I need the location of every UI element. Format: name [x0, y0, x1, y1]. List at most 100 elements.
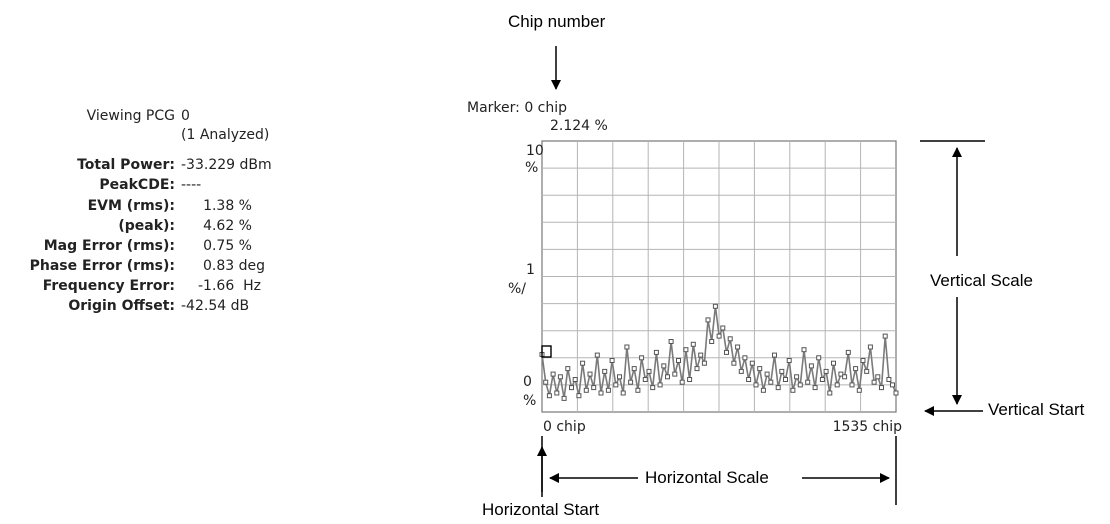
data-point	[893, 390, 899, 396]
data-point	[690, 341, 696, 347]
data-point	[827, 390, 833, 396]
data-point	[594, 352, 600, 358]
analyzed-count: (1 Analyzed)	[181, 127, 270, 143]
y-mid-unit: %/	[508, 281, 526, 297]
data-point	[617, 374, 622, 380]
data-point	[871, 379, 877, 385]
data-point	[842, 374, 848, 380]
peakcde-label: PeakCDE:	[99, 177, 175, 193]
data-point	[572, 377, 578, 382]
data-point	[775, 385, 781, 391]
vertical-scale-annotation: Vertical Scale	[930, 271, 1033, 290]
data-point	[683, 347, 689, 353]
vertical-start-annotation: Vertical Start	[988, 400, 1085, 419]
x-start-label: 0 chip	[543, 419, 586, 435]
grid	[542, 141, 896, 412]
y-top-value: 10	[526, 143, 544, 159]
evm-peak-value: 4.62 %	[203, 218, 252, 234]
x-end-label: 1535 chip	[833, 419, 903, 435]
data-point	[546, 393, 552, 399]
data-point	[860, 358, 866, 363]
data-point	[598, 390, 604, 396]
data-point	[890, 382, 895, 388]
data-point	[557, 374, 563, 380]
frequency-error-label: Frequency Error:	[42, 278, 175, 294]
phase-error-label: Phase Error (rms):	[29, 258, 175, 274]
data-point	[823, 368, 829, 374]
data-point	[665, 374, 670, 380]
data-point	[753, 382, 759, 388]
mag-error-value: 0.75 %	[203, 238, 252, 254]
data-point	[628, 379, 634, 385]
data-point	[742, 355, 748, 361]
total-power-label: Total Power:	[77, 157, 175, 173]
marker-box	[541, 345, 552, 358]
data-point	[698, 352, 704, 358]
data-point	[731, 360, 737, 366]
y-bottom-unit: %	[523, 393, 536, 409]
y-top-unit: %	[525, 160, 538, 176]
origin-offset-label: Origin Offset:	[68, 298, 175, 314]
horizontal-scale-annotation: Horizontal Scale	[645, 468, 769, 487]
data-point	[605, 387, 611, 393]
data-point	[580, 360, 586, 366]
data-point	[672, 371, 678, 377]
data-point	[724, 349, 729, 355]
data-point	[749, 360, 755, 366]
data-point	[808, 363, 814, 369]
data-point	[624, 344, 630, 350]
data-point	[694, 366, 700, 372]
data-point	[867, 344, 873, 350]
frequency-error-value: -1.66 Hz	[198, 278, 261, 294]
origin-offset-value: -42.54 dB	[181, 298, 250, 314]
data-point	[801, 347, 807, 353]
data-point	[587, 371, 593, 377]
data-point	[831, 360, 836, 366]
data-point	[760, 387, 766, 393]
data-point	[772, 352, 777, 358]
data-point	[834, 382, 840, 388]
data-point	[849, 382, 855, 388]
data-point	[783, 377, 788, 382]
data-point	[709, 339, 715, 344]
data-point	[879, 385, 884, 391]
data-point	[569, 385, 574, 391]
data-point	[635, 387, 641, 393]
data-point	[746, 377, 752, 382]
data-point	[687, 377, 693, 382]
data-point	[757, 366, 763, 372]
data-point	[550, 371, 556, 377]
data-point	[639, 355, 645, 361]
phase-error-value: 0.83 deg	[203, 258, 266, 274]
data-point	[794, 374, 800, 380]
data-point	[705, 317, 711, 323]
data-point	[838, 371, 844, 377]
horizontal-start-annotation: Horizontal Start	[482, 500, 600, 519]
data-point	[779, 368, 785, 374]
data-point	[602, 368, 608, 374]
data-point	[543, 379, 549, 385]
data-point	[712, 303, 718, 309]
data-point	[856, 387, 862, 393]
marker-position: Marker: 0 chip	[467, 100, 568, 116]
data-point	[591, 385, 597, 391]
data-point	[853, 366, 859, 372]
viewing-pcg-value: 0	[181, 108, 190, 124]
data-point	[583, 387, 589, 393]
data-point	[797, 382, 803, 388]
data-point	[565, 366, 571, 372]
viewing-pcg-label: Viewing PCG	[86, 108, 175, 124]
y-mid-value: 1	[526, 262, 535, 278]
data-point	[657, 382, 663, 388]
data-point	[554, 390, 560, 396]
data-point	[701, 360, 707, 366]
data-point	[561, 395, 567, 401]
data-point	[845, 349, 851, 355]
data-point	[735, 344, 741, 350]
data-point	[886, 377, 892, 382]
data-point	[786, 358, 792, 363]
chip-number-annotation: Chip number	[508, 12, 606, 31]
marker-value: 2.124 %	[550, 118, 608, 134]
